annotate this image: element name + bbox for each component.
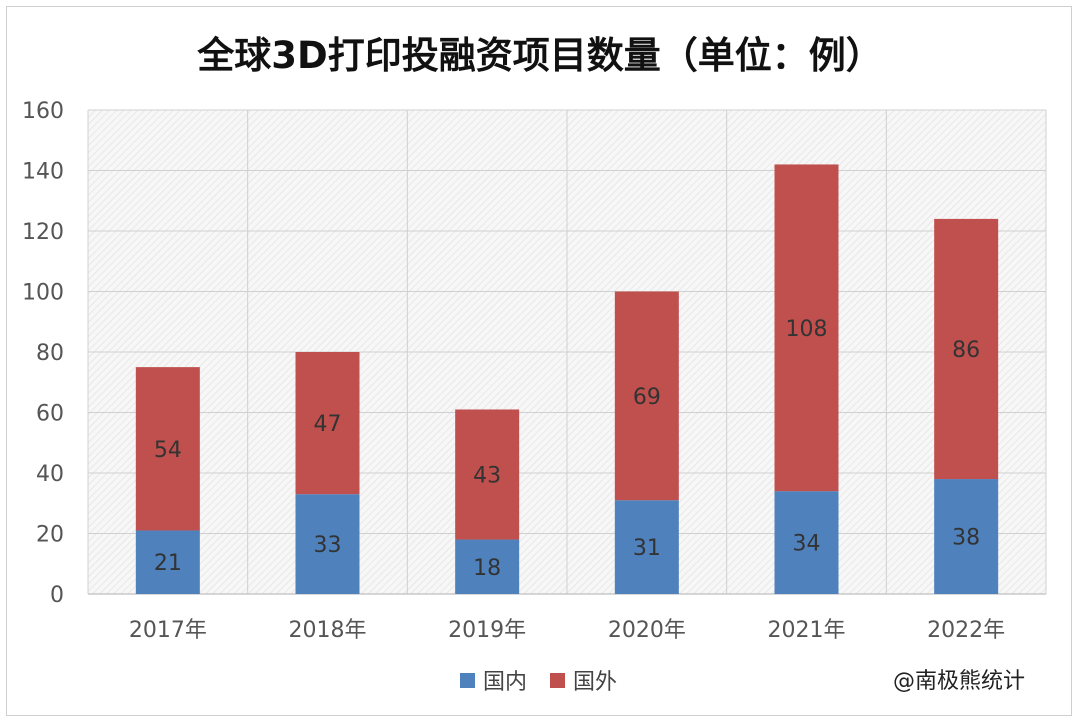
legend: 国内 国外 — [460, 670, 617, 695]
data-label: 34 — [793, 532, 821, 557]
y-tick-label: 80 — [36, 341, 64, 366]
data-label: 108 — [786, 317, 828, 342]
data-label: 38 — [952, 526, 980, 551]
data-label: 54 — [154, 438, 182, 463]
data-label: 43 — [473, 464, 501, 489]
legend-swatch — [550, 673, 565, 688]
credit-text: @南极熊统计 — [893, 669, 1025, 694]
legend-label: 国内 — [483, 670, 527, 695]
data-label: 86 — [952, 338, 980, 363]
x-tick-label: 2022年 — [927, 618, 1005, 643]
bar-segment — [774, 491, 839, 594]
bar-segment — [295, 352, 360, 495]
bar-segment — [614, 500, 679, 594]
legend-label: 国外 — [573, 670, 617, 695]
bar-segment — [135, 530, 200, 594]
y-tick-label: 160 — [22, 99, 64, 124]
bar-segment — [295, 494, 360, 594]
y-tick-label: 40 — [36, 462, 64, 487]
bar-segment — [455, 539, 520, 594]
bar-segment — [614, 291, 679, 501]
bar-segment — [934, 218, 999, 480]
y-tick-label: 140 — [22, 160, 64, 185]
x-tick-label: 2019年 — [448, 618, 526, 643]
bar-segment — [774, 164, 839, 492]
x-axis: 2017年 2018年 2019年 2020年 2021年 2022年 — [129, 618, 1005, 643]
bar-segment — [135, 367, 200, 531]
bar-segment — [934, 479, 999, 594]
grid-lines — [87, 109, 1047, 595]
data-label: 33 — [314, 533, 342, 558]
data-label: 21 — [154, 551, 182, 576]
y-tick-label: 0 — [50, 583, 64, 608]
y-tick-label: 100 — [22, 281, 64, 306]
bar-segment — [455, 409, 520, 540]
bars: 21 54 33 47 18 43 31 69 34 108 38 86 — [135, 164, 999, 594]
x-tick-label: 2020年 — [608, 618, 686, 643]
chart-title: 全球3D打印投融资项目数量（单位：例） — [196, 34, 882, 77]
data-label: 18 — [473, 556, 501, 581]
data-label: 31 — [633, 536, 661, 561]
x-tick-label: 2021年 — [768, 618, 846, 643]
y-axis: 0 20 40 60 80 100 120 140 160 — [22, 99, 64, 608]
data-label: 69 — [633, 385, 661, 410]
legend-swatch — [460, 673, 475, 688]
y-tick-label: 120 — [22, 220, 64, 245]
y-tick-label: 60 — [36, 402, 64, 427]
data-label: 47 — [314, 412, 342, 437]
x-tick-label: 2018年 — [289, 618, 367, 643]
x-tick-label: 2017年 — [129, 618, 207, 643]
y-tick-label: 20 — [36, 523, 64, 548]
